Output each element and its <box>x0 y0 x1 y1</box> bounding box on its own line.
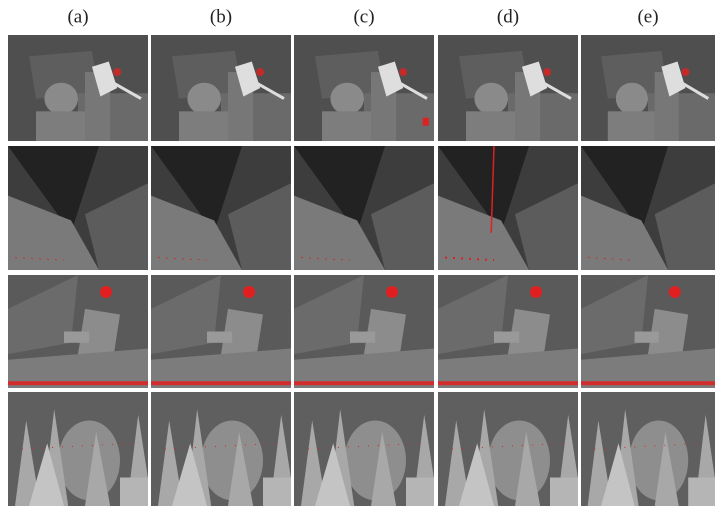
column-label: (d) <box>497 6 519 27</box>
disparity-map <box>581 146 715 270</box>
disparity-map <box>151 392 295 506</box>
column-label: (a) <box>67 6 88 27</box>
disparity-map <box>294 392 438 506</box>
disparity-map <box>294 146 434 270</box>
disparity-map <box>294 275 434 388</box>
figure: (a) (b) (c) (d) (e) <box>0 0 715 506</box>
disparity-map <box>151 146 291 270</box>
disparity-map <box>294 35 434 143</box>
column-label: (c) <box>353 6 374 27</box>
disparity-map <box>581 275 715 388</box>
column-label: (e) <box>637 6 658 27</box>
disparity-map <box>151 275 291 388</box>
disparity-map <box>438 275 578 388</box>
disparity-map <box>438 35 578 143</box>
disparity-map <box>8 146 148 270</box>
disparity-map <box>438 392 582 506</box>
disparity-map <box>8 35 148 143</box>
disparity-map <box>581 392 715 506</box>
disparity-map <box>8 275 148 388</box>
disparity-map <box>8 392 152 506</box>
column-label: (b) <box>210 6 232 27</box>
disparity-map <box>581 35 715 143</box>
disparity-map <box>438 146 578 270</box>
disparity-map <box>151 35 291 143</box>
